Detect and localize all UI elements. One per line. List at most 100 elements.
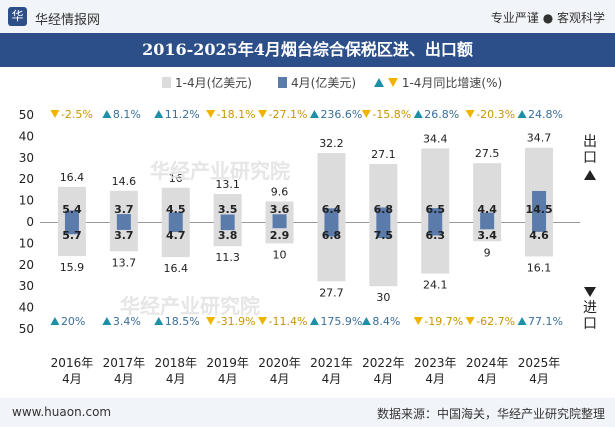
import-cumulative-label: 30 xyxy=(376,291,390,304)
export-side-label: 口 xyxy=(583,150,597,166)
legend-swatch-cumulative xyxy=(162,77,171,88)
bar-import-month xyxy=(428,222,443,236)
bar-import-month xyxy=(324,222,339,237)
growth-down-icon xyxy=(206,110,216,118)
y-tick-label: 50 xyxy=(19,108,34,122)
export-cumulative-label: 27.1 xyxy=(371,148,396,161)
legend-label-cumulative: 1-4月(亿美元) xyxy=(175,76,252,90)
growth-down-icon xyxy=(258,110,268,118)
import-cumulative-label: 11.3 xyxy=(215,251,240,264)
footer-url[interactable]: www.huaon.com xyxy=(12,405,112,419)
x-tick-label: 4月 xyxy=(270,372,290,386)
import-month-label: 3.4 xyxy=(477,229,497,242)
export-month-label: 14.5 xyxy=(525,203,552,216)
export-month-label: 5.4 xyxy=(62,203,82,216)
import-month-label: 3.8 xyxy=(218,229,238,242)
export-month-label: 3.6 xyxy=(270,203,290,216)
bar-export-month xyxy=(168,212,183,222)
import-growth-label: 77.1% xyxy=(528,315,563,328)
y-tick-label: 40 xyxy=(19,129,34,143)
import-growth-label: 3.4% xyxy=(113,315,141,328)
growth-up-icon xyxy=(154,110,164,118)
export-growth-label: -18.1% xyxy=(217,108,256,121)
export-month-label: 4.4 xyxy=(477,203,497,216)
import-growth-label: 20% xyxy=(61,315,85,328)
y-tick-label: 10 xyxy=(19,194,34,208)
bar-import-month xyxy=(168,222,183,233)
import-cumulative-label: 10 xyxy=(273,248,287,261)
bar-import-month xyxy=(532,222,547,232)
import-cumulative-label: 24.1 xyxy=(423,279,448,292)
bar-export-month xyxy=(324,208,339,222)
legend-item-growth: 1-4月同比增速(%) xyxy=(374,74,502,91)
export-side-label: 出 xyxy=(583,134,597,150)
export-month-label: 4.5 xyxy=(166,203,186,216)
legend-swatch-month xyxy=(278,77,287,88)
export-cumulative-label: 9.6 xyxy=(271,185,289,198)
export-growth-label: 26.8% xyxy=(424,108,459,121)
import-growth-label: 8.4% xyxy=(372,315,400,328)
y-tick-label: 50 xyxy=(19,322,34,336)
export-month-label: 6.8 xyxy=(374,203,394,216)
x-tick-label: 4月 xyxy=(529,372,549,386)
export-growth-label: -27.1% xyxy=(269,108,308,121)
y-tick-label: 40 xyxy=(19,301,34,315)
y-tick-label: 20 xyxy=(19,258,34,272)
down-arrow-icon xyxy=(584,287,596,297)
growth-up-icon xyxy=(413,110,423,118)
x-tick-label: 2019年 xyxy=(206,356,249,370)
export-growth-label: -20.3% xyxy=(476,108,515,121)
growth-up-icon xyxy=(517,110,527,118)
import-month-label: 5.7 xyxy=(62,229,82,242)
x-tick-label: 4月 xyxy=(218,372,238,386)
growth-up-icon xyxy=(517,317,527,325)
x-tick-label: 2021年 xyxy=(310,356,353,370)
growth-up-icon xyxy=(361,317,371,325)
import-month-label: 6.8 xyxy=(322,229,342,242)
chart-title: 2016-2025年4月烟台综合保税区进、出口额 xyxy=(0,33,615,67)
export-cumulative-label: 16 xyxy=(169,172,183,185)
export-growth-label: 24.8% xyxy=(528,108,563,121)
bar-import-month xyxy=(376,222,391,239)
export-growth-label: -2.5% xyxy=(61,108,93,121)
footer-source: 数据来源：中国海关，华经产业研究院整理 xyxy=(376,407,605,421)
x-tick-label: 2017年 xyxy=(103,356,146,370)
growth-up-icon xyxy=(309,317,319,325)
export-month-label: 6.4 xyxy=(322,203,342,216)
site-name: 华经情报网 xyxy=(35,13,101,28)
export-cumulative-label: 13.1 xyxy=(215,178,240,191)
export-cumulative-label: 27.5 xyxy=(475,147,500,160)
export-month-label: 3.7 xyxy=(114,203,134,216)
bar-import-month xyxy=(116,222,131,230)
up-arrow-icon xyxy=(584,170,596,180)
import-month-label: 6.3 xyxy=(426,229,446,242)
up-triangle-icon xyxy=(374,78,384,87)
import-growth-label: 18.5% xyxy=(165,315,200,328)
bar-export-month xyxy=(64,210,79,222)
export-cumulative-label: 34.4 xyxy=(423,132,448,145)
top-bar: 华 华经情报网 专业严谨 ● 客观科学 xyxy=(0,0,615,33)
legend-label-growth: 1-4月同比增速(%) xyxy=(401,76,503,90)
bar-import-month xyxy=(220,222,235,231)
y-tick-label: 10 xyxy=(19,236,34,250)
growth-up-icon xyxy=(102,110,112,118)
export-cumulative-label: 32.2 xyxy=(319,137,344,150)
import-cumulative-label: 13.7 xyxy=(112,256,137,269)
import-cumulative-label: 16.4 xyxy=(164,262,189,275)
x-tick-label: 2025年 xyxy=(518,356,561,370)
bar-export-month xyxy=(272,214,287,222)
y-tick-label: 30 xyxy=(19,151,34,165)
logo-icon: 华 xyxy=(8,7,27,26)
import-growth-label: 175.9% xyxy=(320,315,362,328)
growth-down-icon xyxy=(413,317,423,325)
import-month-label: 7.5 xyxy=(374,229,394,242)
export-month-label: 3.5 xyxy=(218,203,238,216)
import-month-label: 4.6 xyxy=(529,229,549,242)
import-cumulative-label: 27.7 xyxy=(319,286,344,299)
legend-item-month: 4月(亿美元) xyxy=(278,74,356,91)
x-tick-label: 2020年 xyxy=(258,356,301,370)
growth-down-icon xyxy=(465,110,475,118)
bar-export-month xyxy=(116,214,131,222)
export-cumulative-label: 14.6 xyxy=(112,175,137,188)
